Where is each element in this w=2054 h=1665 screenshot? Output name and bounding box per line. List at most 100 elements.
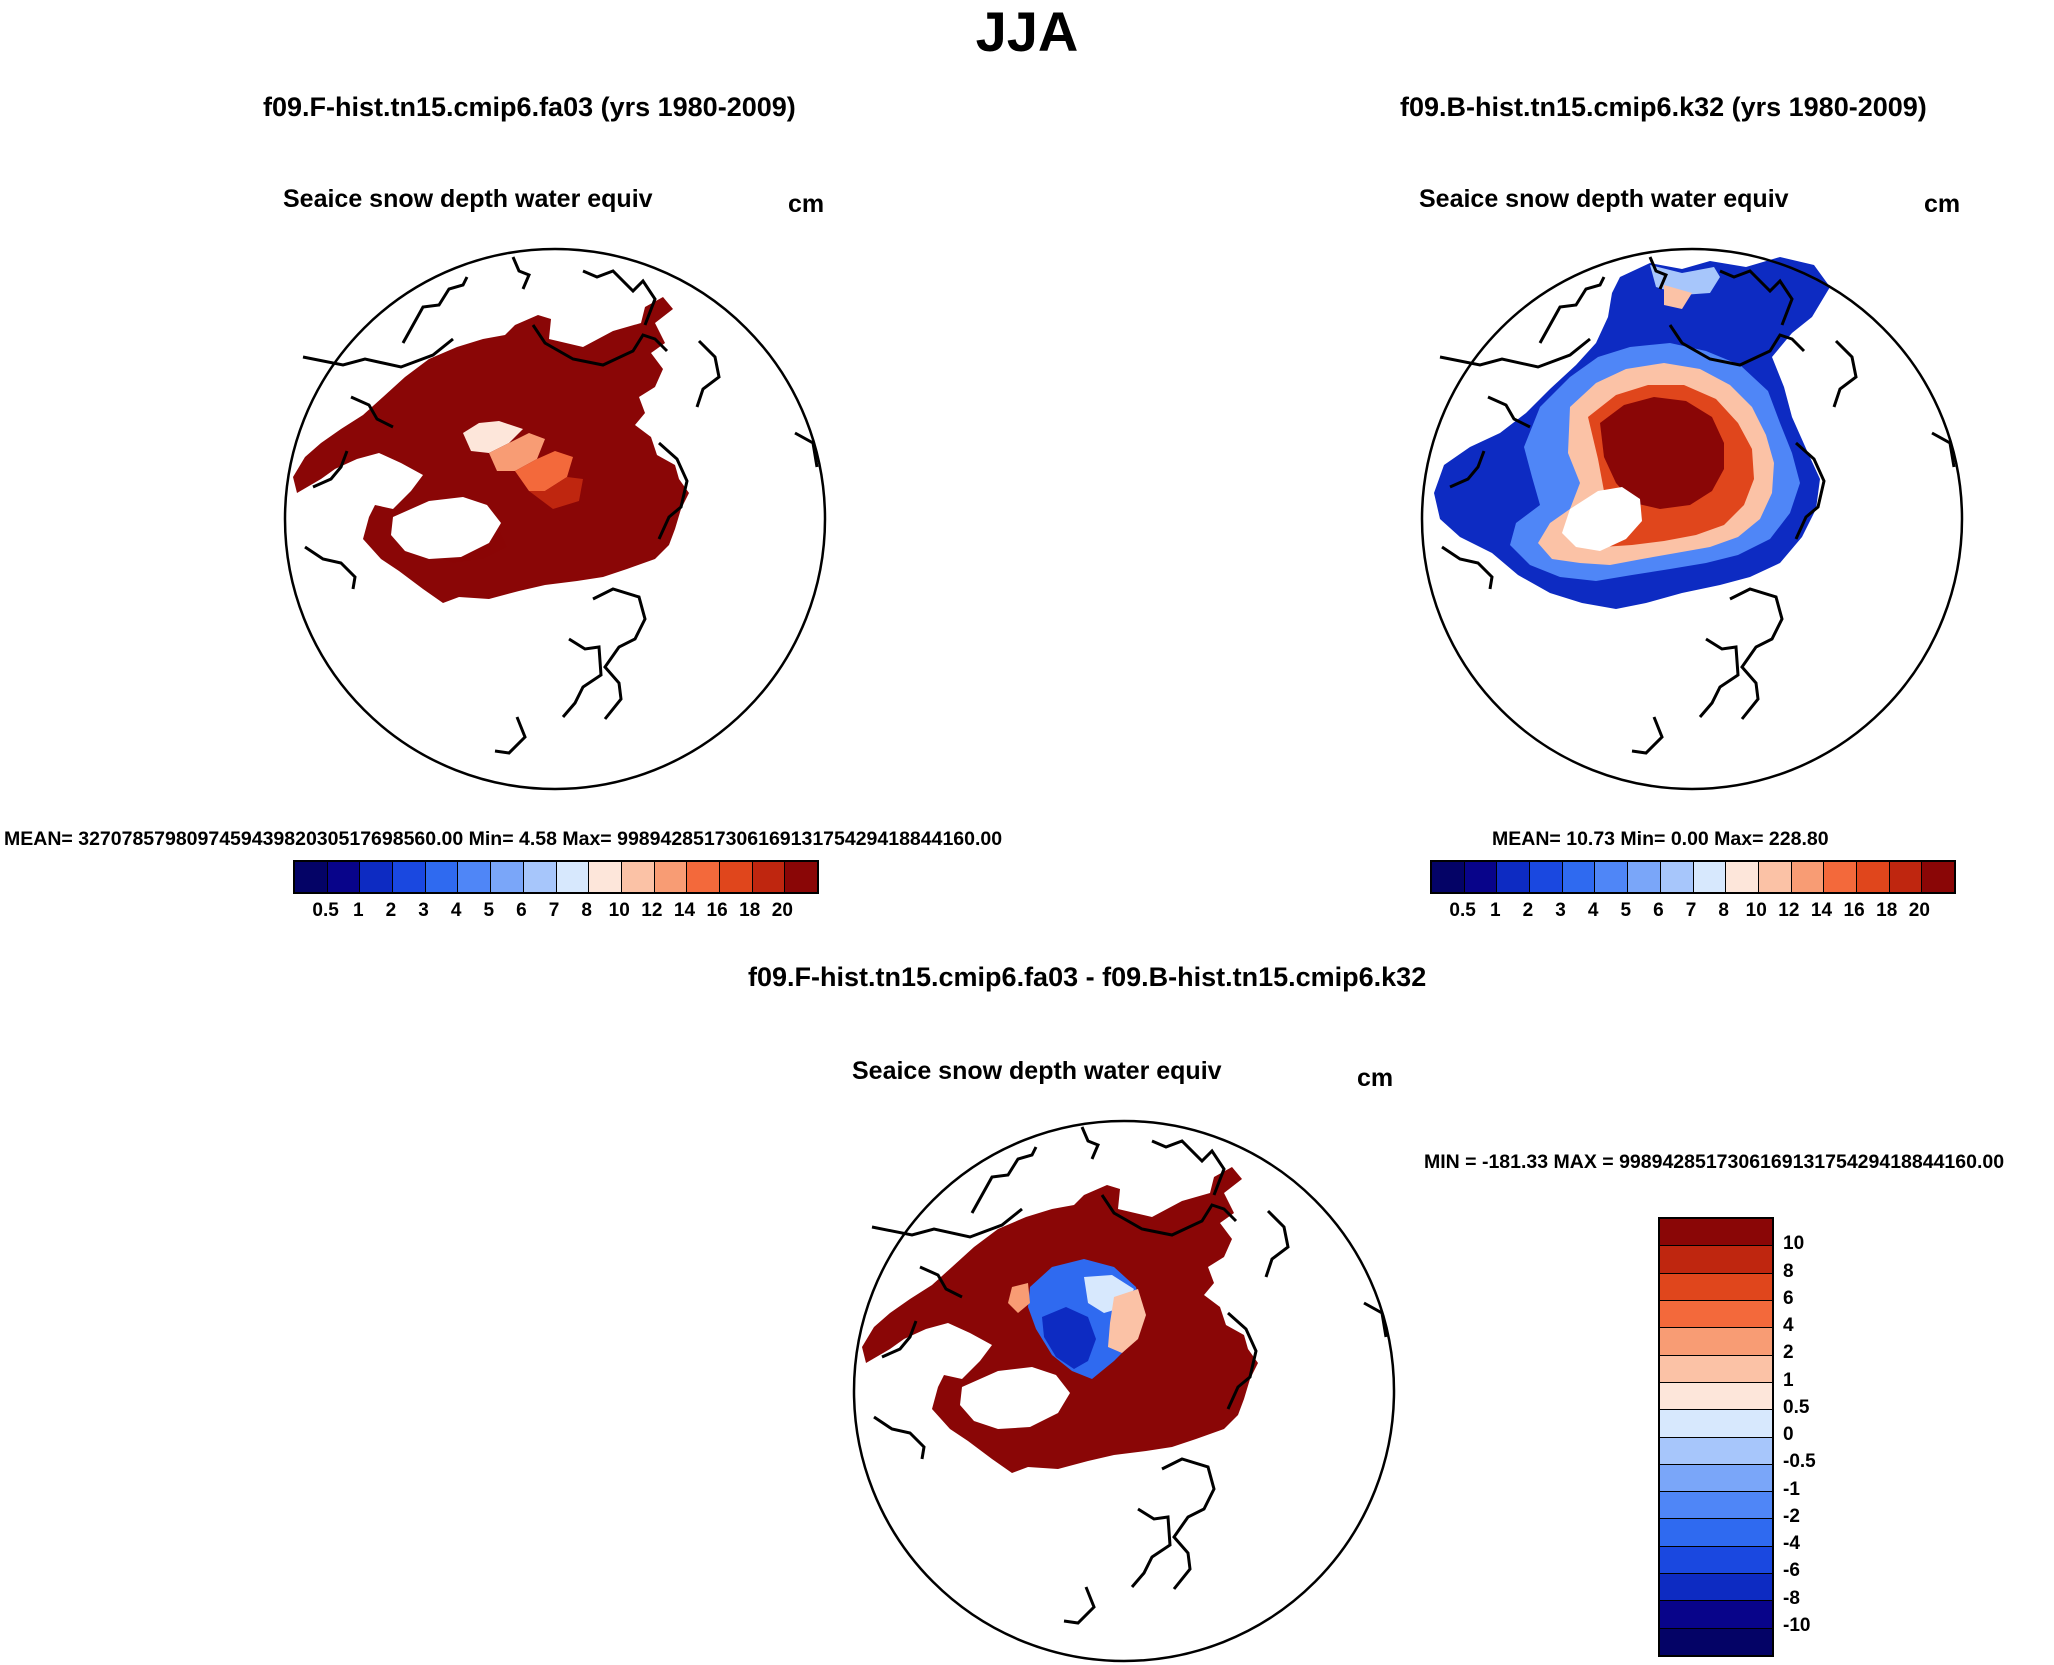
colorbar-label: 4 — [450, 900, 462, 921]
colorbar-label: -2 — [1783, 1505, 1800, 1527]
colorbar-box — [1660, 1300, 1772, 1329]
control-case-title: f09.F-hist.tn15.cmip6.fa03 (yrs 1980-200… — [263, 92, 796, 122]
test-stats: MEAN= 10.73 Min= 0.00 Max= 228.80 — [1492, 828, 1829, 850]
colorbar-box — [1660, 862, 1694, 892]
colorbar-box — [1660, 1546, 1772, 1575]
colorbar-label: 8 — [1718, 900, 1729, 921]
control-colorbar — [293, 860, 819, 894]
colorbar-box — [1432, 862, 1465, 892]
colorbar-label: 2 — [1783, 1342, 1794, 1364]
colorbar-box — [1595, 862, 1629, 892]
colorbar-label: 18 — [1876, 900, 1898, 921]
diff-variable-title: Seaice snow depth water equiv — [852, 1057, 1222, 1085]
colorbar-label: 12 — [641, 900, 663, 921]
colorbar-label: 8 — [581, 900, 592, 921]
colorbar-label: -8 — [1783, 1587, 1800, 1609]
colorbar-label: 20 — [771, 900, 793, 921]
colorbar-label: 5 — [1620, 900, 1632, 921]
control-units: cm — [788, 190, 825, 218]
diff-stats: MIN = -181.33 MAX = 99894285173061691317… — [1424, 1151, 2005, 1173]
colorbar-box — [360, 862, 394, 892]
colorbar-box — [458, 862, 492, 892]
colorbar-label: 1 — [1489, 900, 1501, 921]
test-sea-ice-field — [1434, 257, 1830, 609]
colorbar-box — [1660, 1628, 1772, 1655]
colorbar-box — [785, 862, 817, 892]
colorbar-box — [1660, 1410, 1772, 1438]
colorbar-box — [1628, 862, 1661, 892]
figure-title: JJA — [975, 0, 1079, 63]
colorbar-label: 4 — [1587, 900, 1599, 921]
colorbar-label: -1 — [1783, 1478, 1800, 1500]
colorbar-box — [1758, 862, 1792, 892]
colorbar-label: 2 — [1522, 900, 1534, 921]
diff-coastlines — [871, 1126, 1388, 1625]
colorbar-box — [327, 862, 361, 892]
control-polar-map — [283, 247, 827, 791]
colorbar-label: 3 — [1555, 900, 1566, 921]
colorbar-box — [1660, 1328, 1772, 1356]
colorbar-box — [1660, 1601, 1772, 1629]
colorbar-box — [621, 862, 655, 892]
diff-colorbar — [1658, 1217, 1774, 1657]
test-case-title: f09.B-hist.tn15.cmip6.k32 (yrs 1980-2009… — [1400, 92, 1927, 122]
colorbar-label: -4 — [1783, 1533, 1800, 1554]
colorbar-box — [654, 862, 688, 892]
diff-units: cm — [1357, 1064, 1394, 1092]
test-colorbar — [1430, 860, 1956, 894]
colorbar-label: 18 — [739, 900, 761, 921]
colorbar-label: 10 — [608, 900, 630, 921]
colorbar-label: 14 — [1810, 900, 1833, 921]
control-variable-title: Seaice snow depth water equiv — [283, 185, 653, 213]
colorbar-label: 16 — [1843, 900, 1865, 921]
colorbar-box — [523, 862, 557, 892]
colorbar-label: 7 — [1685, 900, 1697, 921]
colorbar-label: 1 — [1783, 1369, 1794, 1391]
colorbar-box — [491, 862, 524, 892]
colorbar-box — [1726, 862, 1759, 892]
colorbar-box — [1660, 1574, 1772, 1602]
colorbar-label: -10 — [1783, 1614, 1811, 1636]
diff-map-boundary — [852, 1119, 1396, 1663]
colorbar-box — [1660, 1437, 1772, 1465]
colorbar-box — [393, 862, 426, 892]
colorbar-label: 0.5 — [1449, 900, 1476, 921]
colorbar-box — [1693, 862, 1727, 892]
control-map-boundary — [283, 247, 827, 791]
colorbar-box — [425, 862, 459, 892]
colorbar-label: 3 — [418, 900, 429, 921]
diff-case-title: f09.F-hist.tn15.cmip6.fa03 - f09.B-hist.… — [748, 962, 1427, 992]
colorbar-box — [687, 862, 720, 892]
colorbar-box — [1660, 1519, 1772, 1547]
colorbar-box — [1660, 1219, 1772, 1247]
diff-field — [862, 1167, 1258, 1473]
colorbar-label: 0.5 — [1783, 1396, 1810, 1418]
colorbar-box — [295, 862, 328, 892]
colorbar-label: 0 — [1783, 1424, 1794, 1445]
colorbar-box — [1856, 862, 1890, 892]
colorbar-label: -6 — [1783, 1560, 1800, 1582]
colorbar-label: 4 — [1783, 1315, 1794, 1336]
colorbar-box — [1660, 1492, 1772, 1520]
control-sea-ice-field — [293, 297, 689, 603]
colorbar-label: 12 — [1778, 900, 1800, 921]
colorbar-label: 16 — [706, 900, 728, 921]
test-variable-title: Seaice snow depth water equiv — [1419, 185, 1789, 213]
test-units: cm — [1924, 190, 1961, 218]
colorbar-label: 7 — [548, 900, 560, 921]
colorbar-label: 5 — [483, 900, 495, 921]
colorbar-box — [719, 862, 753, 892]
colorbar-box — [1660, 1273, 1772, 1301]
test-map-boundary — [1420, 247, 1964, 791]
colorbar-label: -0.5 — [1783, 1451, 1816, 1473]
test-polar-map — [1420, 247, 1964, 791]
colorbar-label: 2 — [385, 900, 397, 921]
colorbar-label: 6 — [516, 900, 527, 921]
colorbar-box — [1530, 862, 1563, 892]
colorbar-label: 1 — [352, 900, 364, 921]
colorbar-box — [1497, 862, 1531, 892]
colorbar-label: 6 — [1783, 1287, 1794, 1309]
colorbar-box — [1889, 862, 1923, 892]
colorbar-label: 20 — [1908, 900, 1930, 921]
colorbar-label: 10 — [1783, 1233, 1805, 1255]
